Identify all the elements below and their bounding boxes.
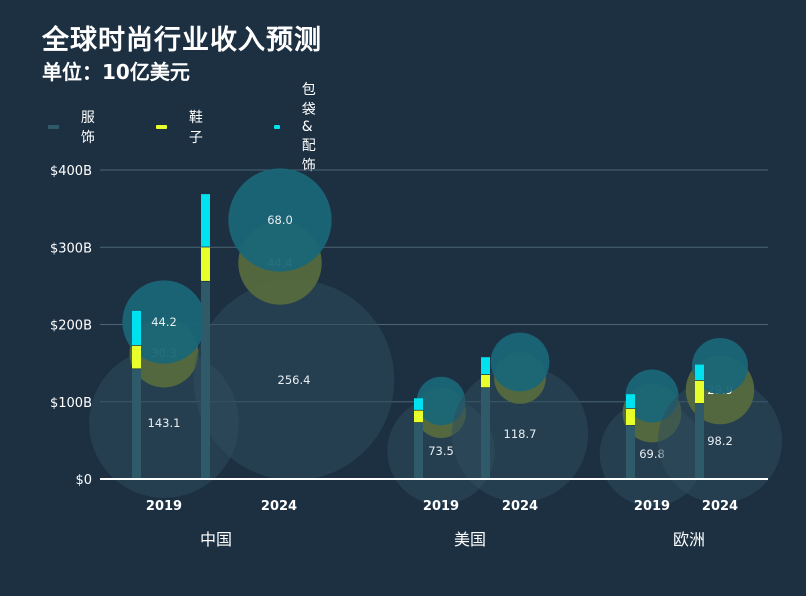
- bar-segment-shoes: [626, 408, 635, 426]
- bar-segment-shoes: [481, 374, 490, 388]
- bar-segment-apparel: [626, 425, 635, 479]
- bar-segment-bags: [414, 398, 423, 410]
- group-label: 美国: [454, 530, 486, 549]
- bar-segment-bags: [201, 194, 210, 247]
- chart-title: 全球时尚行业收入预测: [42, 25, 322, 56]
- bar-segment-bags: [132, 310, 141, 346]
- x-tick-label-year: 2019: [634, 499, 670, 514]
- x-tick-label-year: 2019: [146, 499, 182, 514]
- bubble-bags: [490, 332, 550, 392]
- group-label: 中国: [200, 530, 232, 549]
- legend-label-apparel: 服饰: [80, 110, 95, 146]
- y-tick-label: $400B: [50, 164, 92, 179]
- y-tick-label: $100B: [50, 396, 92, 411]
- x-tick-label-year: 2019: [423, 499, 459, 514]
- bubble-bags: [122, 280, 206, 364]
- bar-segment-apparel: [414, 422, 423, 479]
- bubble-bags: [228, 168, 332, 272]
- bubble-label-apparel: 256.4: [278, 373, 311, 387]
- bar-segment-bags: [481, 357, 490, 375]
- legend-label-shoes: 鞋子: [188, 110, 203, 146]
- y-tick-label: $300B: [50, 241, 92, 256]
- chart-subtitle: 单位：10亿美元: [42, 60, 190, 84]
- legend-swatch-apparel: [48, 125, 59, 129]
- bubble-apparel: [193, 279, 395, 481]
- bar-segment-shoes: [201, 246, 210, 281]
- bubble-label-apparel: 118.7: [504, 427, 537, 441]
- bubble-label-apparel: 73.5: [428, 444, 454, 458]
- bar-segment-bags: [695, 364, 704, 381]
- legend-swatch-shoes: [156, 125, 167, 129]
- bar-segment-bags: [626, 394, 635, 409]
- bar-segment-apparel: [132, 368, 141, 479]
- x-tick-label-year: 2024: [702, 499, 738, 514]
- bar-segment-apparel: [481, 387, 490, 479]
- bubble-bags: [416, 376, 466, 426]
- y-tick-label: $200B: [50, 319, 92, 334]
- bar-segment-shoes: [695, 380, 704, 404]
- bubble-label-bags: 68.0: [267, 213, 293, 227]
- legend-item-shoes: 鞋子: [156, 110, 208, 146]
- bar-segment-shoes: [414, 409, 423, 423]
- bar-segment-apparel: [695, 403, 704, 479]
- bubble-bags: [625, 369, 679, 423]
- x-tick-label-year: 2024: [261, 499, 297, 514]
- group-label: 欧洲: [673, 530, 705, 549]
- bubble-apparel: [657, 378, 783, 504]
- legend-swatch-bags: [274, 125, 280, 129]
- legend-item-apparel: 服饰: [48, 110, 100, 146]
- bubble-label-apparel: 143.1: [148, 416, 181, 430]
- bubble-bags: [692, 338, 748, 394]
- bubble-label-apparel: 98.2: [707, 434, 733, 448]
- bubble-label-bags: 44.2: [151, 315, 177, 329]
- bar-segment-shoes: [132, 345, 141, 369]
- y-tick-label: $0: [75, 473, 92, 488]
- x-tick-label-year: 2024: [502, 499, 538, 514]
- bar-segment-apparel: [201, 280, 210, 479]
- bubble-label-apparel: 69.8: [639, 447, 665, 461]
